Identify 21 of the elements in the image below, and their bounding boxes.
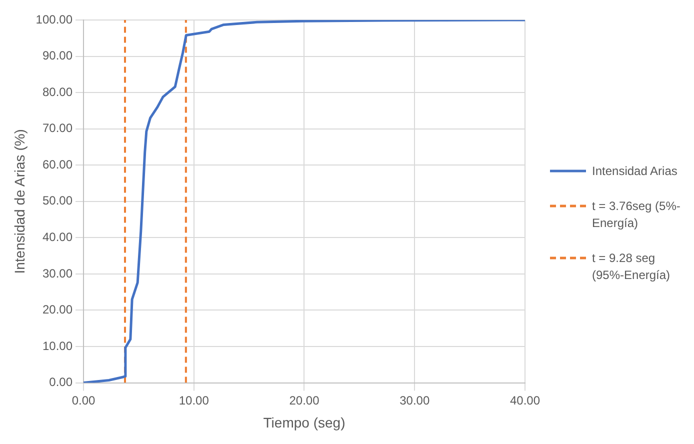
- x-tick-label: 30.00: [400, 393, 430, 408]
- x-tick-label: 10.00: [178, 393, 210, 408]
- x-axis-title: Tiempo (seg): [263, 414, 346, 430]
- y-axis-title: Intensidad de Arias (%): [11, 129, 28, 274]
- x-tick-label: 20.00: [289, 393, 320, 408]
- legend-label: t = 3.76seg (5%- Energía): [592, 198, 682, 232]
- y-tick-label: 100.00: [36, 12, 73, 26]
- legend-label: t = 9.28 seg (95%-Energía): [592, 250, 672, 284]
- y-tick-label: 50.00: [42, 194, 73, 208]
- y-tick-label: 0.00: [49, 375, 73, 390]
- legend-label: Intensidad Arias: [592, 163, 678, 180]
- y-tick-label: 10.00: [42, 338, 73, 353]
- x-tick-label: 0.00: [72, 393, 96, 408]
- y-tick-label: 70.00: [42, 121, 73, 136]
- y-tick-label: 20.00: [42, 302, 73, 317]
- y-tick-label: 80.00: [42, 84, 73, 99]
- x-tick-label: 40.00: [510, 393, 540, 408]
- y-tick-label: 90.00: [42, 48, 73, 63]
- y-tick-label: 60.00: [42, 157, 73, 172]
- y-tick-label: 30.00: [42, 266, 73, 280]
- y-tick-label: 40.00: [42, 230, 73, 244]
